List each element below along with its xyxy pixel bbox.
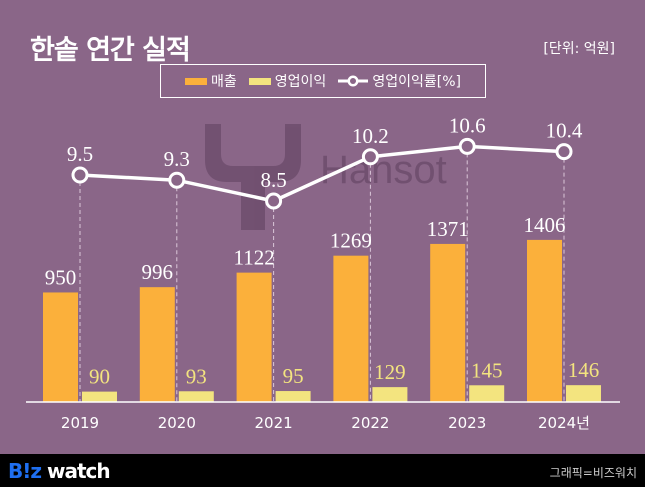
unit-label: [단위: 억원] — [543, 41, 615, 57]
legend-swatch-profit — [248, 77, 271, 85]
x-tick-label: 2023 — [448, 414, 486, 432]
margin-data-label: 10.4 — [546, 119, 583, 143]
profit-data-label: 93 — [186, 364, 207, 388]
legend-label: 영업이익 — [274, 74, 327, 90]
profit-data-label: 129 — [374, 360, 406, 384]
revenue-data-label: 950 — [45, 265, 77, 289]
bar-revenue — [527, 239, 562, 402]
bar-profit — [82, 391, 117, 402]
profit-data-label: 90 — [89, 365, 110, 389]
revenue-data-label: 996 — [142, 260, 174, 284]
bar-revenue — [236, 272, 272, 402]
margin-data-label: 10.2 — [352, 124, 389, 148]
margin-data-label: 8.5 — [260, 168, 286, 192]
x-tick-label: 2021 — [255, 414, 293, 432]
legend-item-profit: 영업이익 — [248, 71, 327, 91]
margin-line — [79, 144, 565, 203]
legend-item-margin: 영업이익률[%] — [338, 71, 461, 91]
x-tick-label: 2020 — [158, 414, 196, 432]
profit-data-label: 95 — [283, 364, 304, 388]
chart-plot: Hansot 950902019996932020112295202112691… — [26, 113, 620, 432]
bar-profit — [469, 385, 505, 402]
footer: B!z watch 그래픽=비즈워치 — [0, 454, 645, 487]
profit-data-label: 145 — [471, 358, 503, 382]
margin-point — [555, 143, 573, 161]
legend-line-marker-icon — [338, 75, 369, 87]
bar-profit — [178, 391, 214, 402]
revenue-data-label: 1269 — [330, 229, 372, 253]
legend-swatch-revenue — [185, 77, 208, 85]
legend-label: 매출 — [211, 74, 237, 90]
revenue-data-label: 1406 — [524, 213, 566, 237]
bar-revenue — [43, 292, 78, 402]
graphic-credit: 그래픽=비즈워치 — [549, 466, 637, 480]
legend: 매출 영업이익 영업이익률[%] — [160, 64, 486, 98]
bizwatch-logo: B!z watch — [8, 459, 111, 483]
margin-data-label: 9.3 — [164, 147, 190, 171]
bar-revenue — [430, 243, 466, 402]
margin-point — [71, 166, 89, 184]
bar-revenue — [139, 287, 175, 402]
chart-title: 한솥 연간 실적 — [30, 35, 191, 66]
x-tick-label: 2022 — [351, 414, 389, 432]
profit-data-label: 146 — [568, 358, 600, 382]
revenue-data-label: 1371 — [427, 217, 469, 241]
margin-point — [265, 192, 283, 210]
margin-data-label: 10.6 — [449, 113, 486, 137]
x-tick-label: 2024년 — [538, 414, 590, 432]
legend-item-revenue: 매출 — [185, 71, 237, 91]
margin-data-label: 9.5 — [67, 142, 93, 166]
bar-revenue — [333, 255, 369, 402]
margin-point — [168, 171, 186, 189]
margin-point — [361, 148, 379, 166]
x-tick-label: 2019 — [61, 414, 99, 432]
bar-profit — [275, 391, 311, 402]
revenue-data-label: 1122 — [233, 246, 274, 270]
margin-point — [458, 137, 476, 155]
bar-profit — [372, 387, 408, 402]
bar-profit — [566, 385, 601, 402]
legend-label: 영업이익률[%] — [372, 74, 461, 90]
